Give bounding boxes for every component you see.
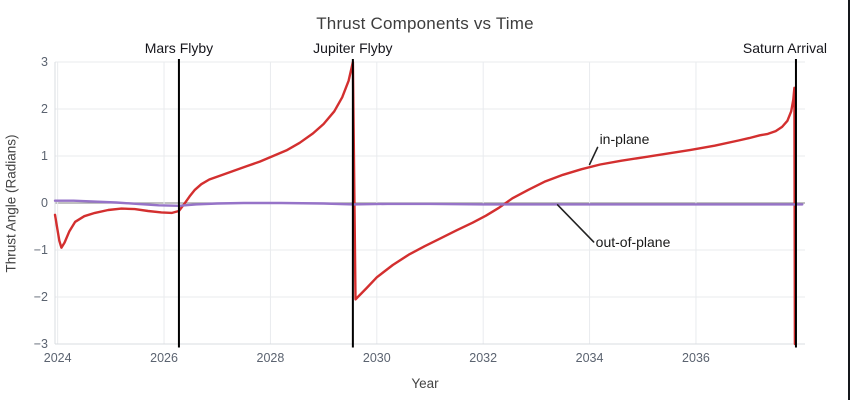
y-axis-label: Thrust Angle (Radians) bbox=[3, 134, 19, 273]
event-label-mars-flyby: Mars Flyby bbox=[144, 40, 214, 56]
y-tick-label: −1 bbox=[34, 243, 48, 257]
x-tick-label: 2028 bbox=[257, 351, 285, 365]
x-tick-label: 2032 bbox=[469, 351, 497, 365]
y-tick-label: −3 bbox=[34, 337, 48, 351]
annotation-out-of-plane: out-of-plane bbox=[595, 233, 671, 250]
annotation-arrow bbox=[588, 146, 599, 166]
window-edge bbox=[848, 0, 850, 400]
x-tick-label: 2024 bbox=[44, 351, 72, 365]
event-label-jupiter-flyby: Jupiter Flyby bbox=[313, 40, 393, 56]
annotation-in-plane: in-plane bbox=[599, 131, 650, 148]
x-tick-label: 2034 bbox=[576, 351, 604, 365]
y-tick-label: 2 bbox=[41, 102, 48, 116]
y-tick-label: 0 bbox=[41, 196, 48, 210]
series-out-of-plane bbox=[53, 199, 804, 208]
y-tick-label: 1 bbox=[41, 149, 48, 163]
y-tick-label: −2 bbox=[34, 290, 48, 304]
event-label-saturn-arrival: Saturn Arrival bbox=[742, 40, 827, 56]
x-axis-label: Year bbox=[411, 376, 439, 391]
x-tick-label: 2026 bbox=[150, 351, 178, 365]
chart-title: Thrust Components vs Time bbox=[316, 14, 534, 33]
x-tick-label: 2036 bbox=[682, 351, 710, 365]
y-tick-label: 3 bbox=[41, 55, 48, 69]
x-tick-label: 2030 bbox=[363, 351, 391, 365]
annotation-arrow bbox=[556, 204, 595, 243]
